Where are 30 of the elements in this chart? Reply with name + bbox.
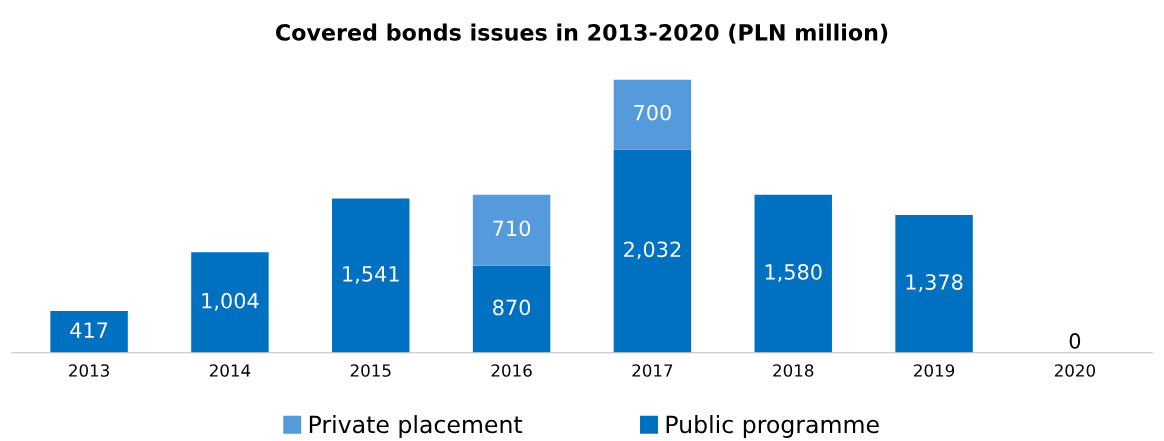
bar — [754, 194, 832, 353]
data-label: 1,541 — [343, 266, 399, 284]
bar — [472, 265, 551, 353]
bar — [613, 149, 692, 353]
bar — [613, 79, 692, 150]
bar — [332, 198, 410, 353]
data-label: 0 — [1069, 333, 1081, 349]
data-label: 700 — [634, 104, 671, 121]
x-tick-label: 2016 — [491, 364, 532, 377]
data-label: 417 — [70, 322, 108, 338]
x-tick-label: 2017 — [632, 364, 673, 377]
legend-label: Public programme — [666, 415, 879, 438]
bar — [895, 214, 973, 353]
legend-label: Private placement — [309, 415, 523, 438]
x-tick-label: 2018 — [773, 364, 814, 377]
data-label: 870 — [493, 299, 531, 316]
data-label: 1,580 — [765, 264, 822, 282]
chart-title: Covered bonds issues in 2013-2020 (PLN million) — [275, 23, 888, 44]
x-tick-label: 2015 — [350, 364, 391, 377]
bar — [472, 194, 551, 266]
data-label: 2,032 — [624, 241, 681, 260]
bar — [191, 252, 269, 353]
x-tick-label: 2014 — [209, 364, 251, 377]
bar — [50, 311, 128, 353]
data-label: 710 — [493, 220, 531, 237]
data-label: 1,004 — [202, 292, 259, 311]
x-tick-label: 2013 — [69, 364, 109, 377]
x-tick-label: 2020 — [1054, 364, 1095, 377]
x-tick-label: 2019 — [914, 364, 955, 377]
data-label: 1,378 — [906, 274, 963, 293]
